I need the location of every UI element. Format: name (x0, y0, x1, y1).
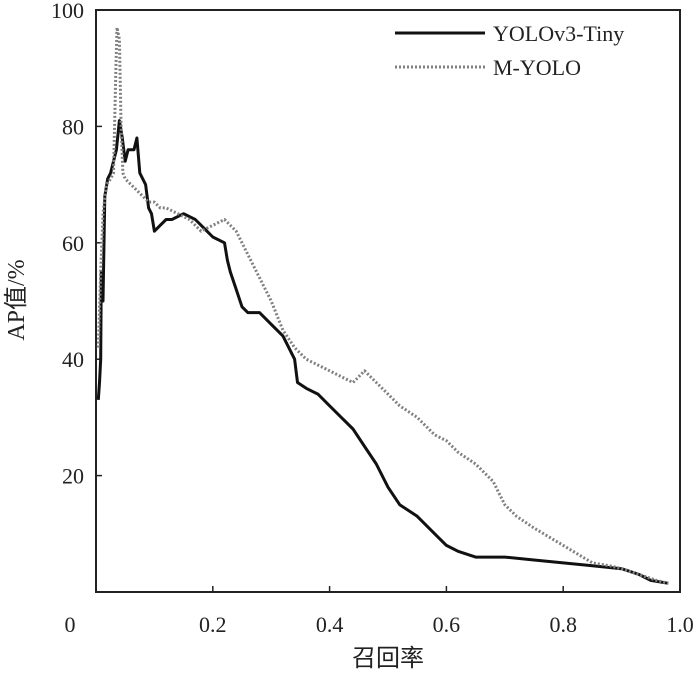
y-tick-label: 100 (51, 0, 84, 23)
legend-label-yolov3-tiny: YOLOv3-Tiny (493, 21, 624, 46)
x-tick-label: 0.6 (433, 612, 461, 637)
y-tick-label: 20 (62, 464, 84, 489)
x-tick-label: 0.8 (549, 612, 577, 637)
x-axis-label: 召回率 (352, 645, 424, 672)
y-axis-ticks: 20 40 60 80 100 (51, 0, 102, 489)
x-axis-ticks: 0.2 0.4 0.6 0.8 1.0 (199, 586, 694, 637)
x-tick-label: 1.0 (666, 612, 694, 637)
y-tick-label: 80 (62, 114, 84, 139)
x-tick-label: 0.4 (316, 612, 344, 637)
x-axis-origin-label: 0 (65, 612, 76, 637)
plot-frame (95, 9, 681, 593)
legend: YOLOv3-Tiny M-YOLO (395, 21, 624, 80)
plot-area: 20 40 60 80 100 0.2 0.4 0.6 0.8 1.0 (51, 0, 694, 637)
series-line-yolov3-tiny (96, 119, 669, 585)
x-tick-label: 0.2 (199, 612, 227, 637)
y-tick-label: 60 (62, 231, 84, 256)
y-axis-label: AP值/% (3, 259, 30, 340)
legend-label-m-yolo: M-YOLO (493, 55, 581, 80)
y-tick-label: 40 (62, 347, 84, 372)
series-line-m-yolo (96, 26, 669, 585)
series-layer (96, 26, 669, 585)
